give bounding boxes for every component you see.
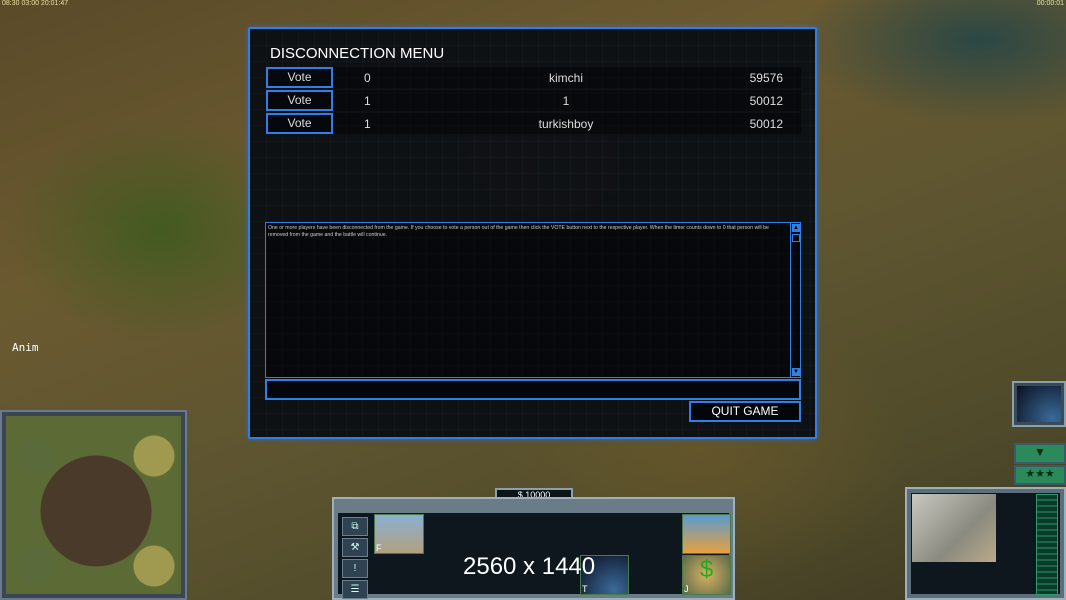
repair-icon[interactable]: ⚒	[342, 538, 368, 557]
hotkey-label: J	[684, 584, 689, 594]
quit-game-button[interactable]: QUIT GAME	[689, 401, 801, 422]
vote-button[interactable]: Vote	[266, 90, 333, 111]
player-row: Vote 0 kimchi 59576	[266, 67, 801, 88]
player-name: kimchi	[548, 71, 583, 85]
resolution-overlay: 2560 x 1440	[463, 553, 596, 580]
minimap[interactable]	[0, 410, 187, 600]
scroll-down-icon[interactable]: ▼	[792, 368, 800, 376]
chat-input[interactable]	[265, 379, 801, 400]
dialog-title: DISCONNECTION MENU	[270, 45, 445, 62]
disconnection-dialog: DISCONNECTION MENU Vote 0 kimchi 59576 V…	[248, 27, 817, 439]
cash-bounty-icon[interactable]: $ J	[682, 555, 731, 595]
hotkey-label: T	[582, 584, 588, 594]
selected-building-portrait[interactable]	[912, 494, 996, 562]
options-icon[interactable]: ☰	[342, 580, 368, 599]
flag-icon[interactable]	[682, 514, 731, 554]
satellite-icon	[1017, 386, 1061, 422]
message-box: One or more players have been disconnect…	[265, 222, 801, 378]
vote-button[interactable]: Vote	[266, 113, 333, 134]
player-ping: 59576	[749, 71, 783, 85]
select-group-icon[interactable]: ⧉	[342, 517, 368, 536]
player-name: turkishboy	[538, 117, 594, 131]
scroll-up-icon[interactable]: ▲	[792, 224, 800, 232]
alert-icon[interactable]: !	[342, 559, 368, 578]
player-ping: 50012	[749, 117, 783, 131]
special-power-slot[interactable]	[1012, 381, 1066, 427]
match-timer: 00:00:01	[1036, 0, 1064, 7]
vote-count: 0	[364, 71, 371, 85]
anim-label: Anim	[12, 341, 39, 354]
player-row: Vote 1 turkishboy 50012	[266, 113, 801, 134]
collapse-button[interactable]: ▼	[1014, 443, 1066, 464]
vote-count: 1	[364, 117, 371, 131]
vote-button[interactable]: Vote	[266, 67, 333, 88]
player-name: 1	[562, 94, 570, 108]
command-bar: ⧉ ⚒ ! ☰ F T $ J	[332, 497, 735, 600]
disconnect-message: One or more players have been disconnect…	[268, 225, 769, 238]
game-clock: 08:30 03:00 20:01:47	[2, 0, 69, 7]
dozer-build-button[interactable]: F	[374, 514, 424, 554]
vote-count: 1	[364, 94, 371, 108]
power-meter	[1036, 494, 1058, 595]
scrollbar[interactable]: ▲ ▼	[790, 223, 800, 377]
scroll-thumb[interactable]	[792, 234, 800, 242]
player-row: Vote 1 1 50012	[266, 90, 801, 111]
rank-stars-icon[interactable]: ★★★	[1014, 465, 1066, 485]
player-ping: 50012	[749, 94, 783, 108]
satellite-power-button[interactable]: T	[580, 555, 629, 595]
selection-panel	[905, 487, 1066, 600]
minimap-terrain[interactable]	[6, 416, 181, 594]
hotkey-label: F	[376, 543, 382, 553]
